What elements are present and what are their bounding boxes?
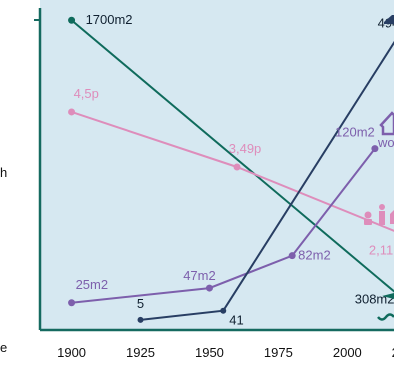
data-label-purple: 25m2	[76, 277, 109, 292]
house-icon	[379, 111, 394, 136]
data-point-purple	[68, 299, 76, 307]
roof-icon	[384, 15, 394, 24]
data-label-green: 308m2	[355, 291, 394, 306]
data-label-navy: 5	[137, 296, 144, 311]
plot-background	[40, 0, 394, 330]
data-point-navy	[220, 307, 227, 314]
x-tick-label: 1950	[195, 345, 224, 360]
data-label-green: 1700m2	[86, 12, 133, 27]
data-label-pink: 4,5p	[74, 86, 99, 101]
side-letter-e: e	[0, 340, 7, 355]
data-label-pink: 2,11p	[369, 242, 394, 257]
series-line-green	[70, 19, 394, 293]
x-tick-label: 1900	[57, 345, 86, 360]
data-label-navy: 41	[229, 313, 243, 328]
data-label-purple: 47m2	[183, 268, 216, 283]
data-point-purple	[205, 284, 213, 292]
x-tick-label: 2000	[333, 345, 362, 360]
x-tick-labels: 1900 1925 1950 1975 2000 202	[57, 345, 394, 360]
data-label-pink: 3,49p	[229, 141, 262, 156]
wave-icon	[377, 293, 394, 321]
family-icon	[364, 204, 394, 225]
data-point-purple	[371, 145, 379, 153]
data-label-purple: 82m2	[298, 248, 331, 263]
x-tick-label: 1925	[126, 345, 155, 360]
side-word-wo: wo	[377, 135, 394, 150]
data-point-green	[68, 16, 76, 24]
data-point-pink	[68, 108, 76, 116]
data-label-purple: 120m2	[335, 125, 375, 140]
data-point-purple	[288, 252, 296, 260]
side-letter-h: h	[0, 165, 7, 180]
data-labels: 1700m2 308m2 4,5p 3,49p 2,11p 25m2 47m2 82m2 120…	[74, 12, 394, 327]
x-tick-label: 1975	[264, 345, 293, 360]
series-layer	[68, 16, 394, 323]
x-tick-label: 202	[392, 345, 394, 360]
data-point-pink	[233, 163, 241, 171]
data-point-navy	[137, 316, 144, 323]
series-line-purple	[71, 148, 376, 304]
